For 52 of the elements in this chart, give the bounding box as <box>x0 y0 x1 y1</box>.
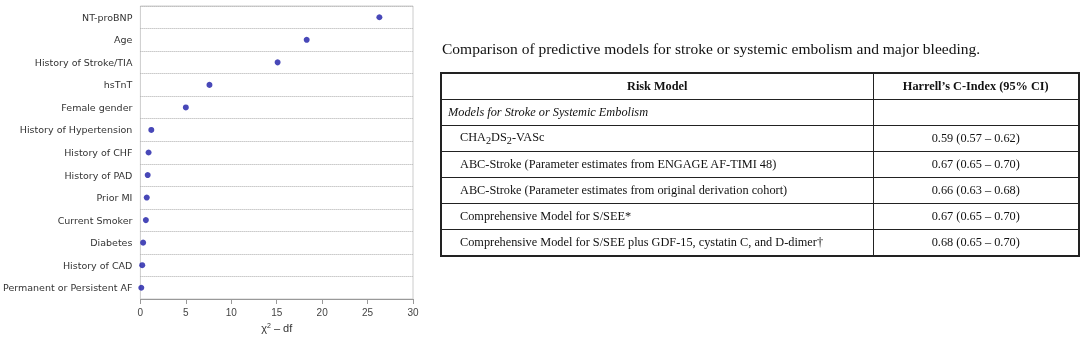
point <box>303 36 310 43</box>
point <box>144 172 151 179</box>
point <box>182 104 189 111</box>
data-label: 0.67 <box>931 157 954 171</box>
y-tick-label: Age <box>114 34 133 46</box>
x-tick-label: 0 <box>137 306 144 318</box>
data-label: 0.68 <box>931 235 954 249</box>
point <box>139 262 146 269</box>
text: Risk Model <box>441 73 873 100</box>
point <box>138 284 145 291</box>
y-tick-label: Prior MI <box>96 192 133 204</box>
y-tick-label: Permanent or Persistent AF <box>2 282 133 294</box>
y-tick-label: Current Smoker <box>57 214 133 226</box>
x-tick-label: 20 <box>316 306 329 318</box>
point <box>145 149 152 156</box>
y-tick-label: Female gender <box>61 101 133 113</box>
point <box>148 126 155 133</box>
text: (0.65 – 0.70) <box>956 157 1020 171</box>
y-tick-label: History of CHF <box>64 147 133 158</box>
text: (0.65 – 0.70) <box>956 209 1020 223</box>
text: Models for Stroke or Systemic Embolism <box>441 99 873 126</box>
point <box>143 194 150 201</box>
point <box>142 217 149 224</box>
y-tick-label: History of Stroke/TIA <box>34 56 133 68</box>
data-label: 0.59 <box>931 131 954 145</box>
y-tick-label: History of PAD <box>64 169 133 181</box>
point <box>376 14 383 21</box>
text: Comparison of predictive models for stroke or systemic embolism and major bleeding. <box>442 40 982 58</box>
text: (0.63 – 0.68) <box>956 183 1020 197</box>
category-label: ABC-Stroke (Parameter estimates from original derivation cohort) <box>441 177 873 204</box>
x-tick-label: 15 <box>271 306 283 318</box>
point <box>206 81 213 88</box>
text: (0.57 – 0.62) <box>956 131 1020 145</box>
x-tick-label: 25 <box>362 306 374 318</box>
y-tick-label: Diabetes <box>90 237 133 249</box>
category-label: Comprehensive Model for S/SEE* <box>441 203 873 230</box>
point <box>274 59 281 66</box>
category-label: CHA$_{2}$DS$_{2}$-VASc <box>441 125 873 152</box>
category-label: ABC-Stroke (Parameter estimates from ENGAGE AF-TIMI 48) <box>441 151 873 178</box>
y-tick-label: History of Hypertension <box>19 124 133 136</box>
point <box>140 239 147 246</box>
data-label: 0.66 <box>931 183 954 197</box>
x-tick-label: 30 <box>407 306 419 318</box>
y-tick-label: History of CAD <box>62 259 133 271</box>
y-tick-label: hsTnT <box>103 79 133 91</box>
data-label: 0.67 <box>931 209 954 223</box>
x-tick-label: 10 <box>225 306 238 318</box>
text: (0.65 – 0.70) <box>956 235 1020 249</box>
category-label: Comprehensive Model for S/SEE plus GDF-15, cystatin C, and D-dimer† <box>441 229 873 256</box>
text: Harrell’s C-Index (95% CI) <box>873 73 1079 100</box>
y-tick-label: NT-proBNP <box>82 11 133 23</box>
x-tick-label: 5 <box>183 306 190 318</box>
